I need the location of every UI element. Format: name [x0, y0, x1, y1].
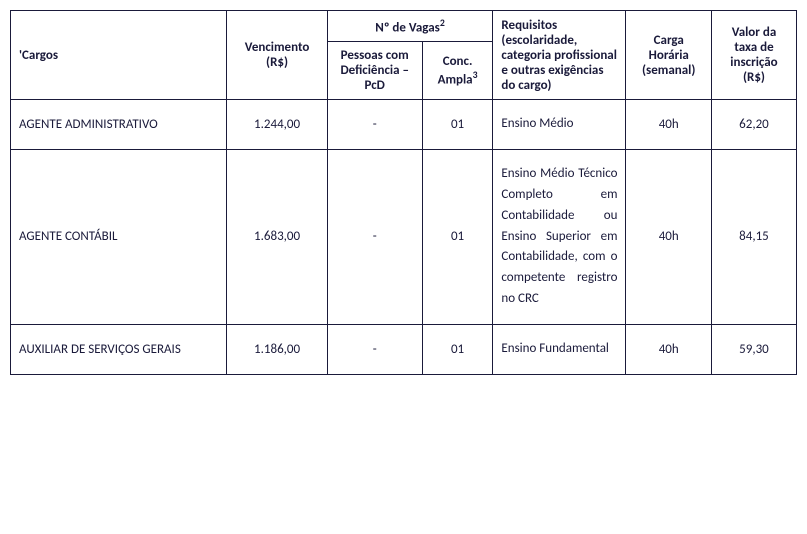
header-vagas-sup: 2 — [440, 17, 445, 29]
cell-taxa: 84,15 — [711, 150, 796, 325]
header-vencimento: Vencimento (R$) — [227, 11, 327, 100]
cell-requisitos: Ensino Médio — [493, 100, 626, 150]
cell-taxa: 59,30 — [711, 324, 796, 374]
header-vagas-label: Nº de Vagas — [375, 20, 440, 35]
cell-carga: 40h — [626, 100, 712, 150]
table-row: AGENTE ADMINISTRATIVO 1.244,00 - 01 Ensi… — [11, 100, 797, 150]
header-row-1: 'Cargos Vencimento (R$) Nº de Vagas2 Req… — [11, 11, 797, 42]
cargos-table: 'Cargos Vencimento (R$) Nº de Vagas2 Req… — [10, 10, 797, 375]
cell-vencimento: 1.186,00 — [227, 324, 327, 374]
cell-conc: 01 — [422, 150, 493, 325]
header-conc-label: Conc. Ampla — [438, 54, 473, 87]
cell-requisitos: Ensino Fundamental — [493, 324, 626, 374]
header-requisitos: Requisitos (escolaridade, categoria prof… — [493, 11, 626, 100]
cell-cargo: AUXILIAR DE SERVIÇOS GERAIS — [11, 324, 227, 374]
cell-conc: 01 — [422, 100, 493, 150]
cell-cargo: AGENTE CONTÁBIL — [11, 150, 227, 325]
header-taxa: Valor da taxa de inscrição (R$) — [711, 11, 796, 100]
cell-taxa: 62,20 — [711, 100, 796, 150]
header-conc: Conc. Ampla3 — [422, 42, 493, 100]
cell-cargo: AGENTE ADMINISTRATIVO — [11, 100, 227, 150]
header-carga: Carga Horária (semanal) — [626, 11, 712, 100]
cell-carga: 40h — [626, 324, 712, 374]
cell-conc: 01 — [422, 324, 493, 374]
header-cargos: 'Cargos — [11, 11, 227, 100]
cell-pcd: - — [327, 100, 422, 150]
cell-carga: 40h — [626, 150, 712, 325]
header-pcd: Pessoas com Deficiência – PcD — [327, 42, 422, 100]
table-row: AUXILIAR DE SERVIÇOS GERAIS 1.186,00 - 0… — [11, 324, 797, 374]
table-row: AGENTE CONTÁBIL 1.683,00 - 01 Ensino Méd… — [11, 150, 797, 325]
cell-vencimento: 1.683,00 — [227, 150, 327, 325]
header-vagas-group: Nº de Vagas2 — [327, 11, 493, 42]
cell-pcd: - — [327, 324, 422, 374]
cell-pcd: - — [327, 150, 422, 325]
header-conc-sup: 3 — [473, 69, 478, 81]
cell-vencimento: 1.244,00 — [227, 100, 327, 150]
cell-requisitos: Ensino Médio Técnico Completo em Contabi… — [493, 150, 626, 325]
